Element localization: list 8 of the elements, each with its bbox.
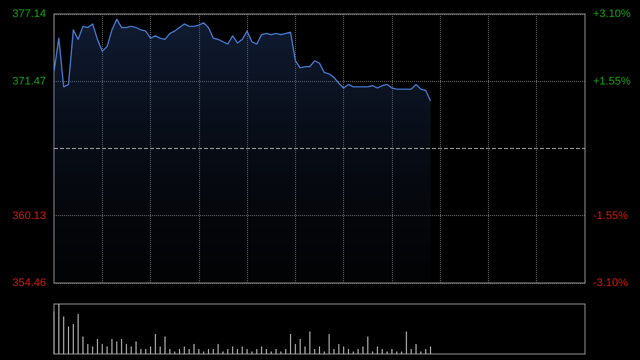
y2-tick-label: -3.10% xyxy=(593,277,628,289)
y2-tick-label: +1.55% xyxy=(593,75,631,88)
y2-tick-label: -1.55% xyxy=(593,210,628,222)
y-tick-label: 371.47 xyxy=(12,75,46,88)
y-tick-label: 360.13 xyxy=(12,210,46,222)
y-tick-label: 354.46 xyxy=(12,277,46,289)
y-tick-label: 377.14 xyxy=(12,8,46,20)
y2-tick-label: +3.10% xyxy=(593,8,631,20)
